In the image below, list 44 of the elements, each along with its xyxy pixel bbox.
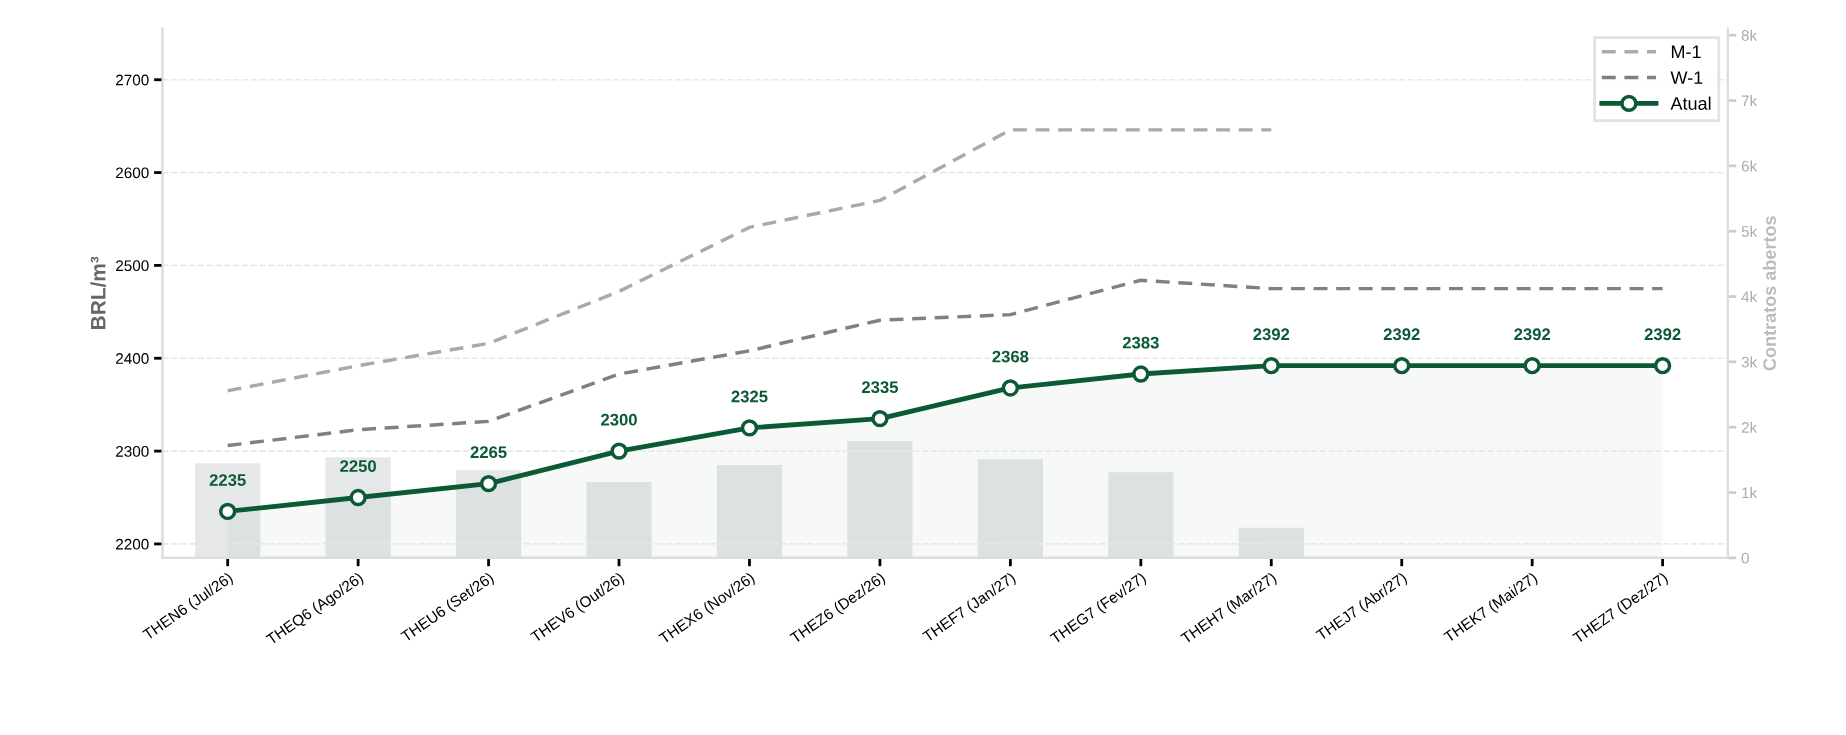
y2-tick-label: 7k xyxy=(1741,95,1758,107)
y2-tick-label: 2k xyxy=(1741,421,1758,433)
point xyxy=(610,442,628,460)
point xyxy=(1001,379,1020,397)
data-label: 2265 xyxy=(470,446,507,459)
legend-label: M-1 xyxy=(1671,45,1701,58)
y-axis-title: BRL/m³ xyxy=(90,256,106,329)
point xyxy=(1393,357,1411,375)
y2-tick-label: 6k xyxy=(1741,160,1758,172)
data-label: 2392 xyxy=(1383,328,1420,341)
y-tick-label: 2700 xyxy=(116,74,149,86)
y2-tick-label: 0 xyxy=(1741,552,1749,564)
legend-label: W-1 xyxy=(1670,71,1703,84)
point xyxy=(740,419,759,437)
y2-axis-title: Contratos abertos xyxy=(1762,216,1776,371)
data-label: 2335 xyxy=(861,381,898,394)
y-tick-label: 2300 xyxy=(116,445,149,457)
point xyxy=(349,488,367,507)
y-tick-label: 2500 xyxy=(116,260,149,272)
data-label: 2235 xyxy=(209,474,246,486)
data-label: 2392 xyxy=(1253,328,1290,341)
y2-tick-label: 8k xyxy=(1741,29,1758,41)
y-tick-label: 2200 xyxy=(116,538,149,550)
y-tick-label: 2600 xyxy=(116,167,149,179)
point xyxy=(1262,357,1280,375)
data-label: 2392 xyxy=(1514,328,1551,341)
point xyxy=(1132,365,1150,383)
data-label: 2368 xyxy=(992,350,1029,363)
point xyxy=(1523,357,1541,375)
point xyxy=(871,409,889,428)
point xyxy=(479,474,498,493)
y-tick-label: 2400 xyxy=(116,353,149,364)
y2-tick-label: 5k xyxy=(1741,225,1758,237)
data-label: 2392 xyxy=(1644,328,1681,341)
data-label: 2383 xyxy=(1122,336,1159,349)
y2-tick-label: 3k xyxy=(1741,356,1758,368)
data-label: 2300 xyxy=(601,413,637,426)
legend-label: Atual xyxy=(1670,96,1711,110)
y2-tick-label: 4k xyxy=(1741,291,1758,303)
point xyxy=(1653,357,1672,375)
data-label: 2250 xyxy=(340,460,376,472)
point xyxy=(218,502,237,521)
y2-tick-label: 1k xyxy=(1742,487,1758,499)
data-label: 2325 xyxy=(731,390,768,403)
